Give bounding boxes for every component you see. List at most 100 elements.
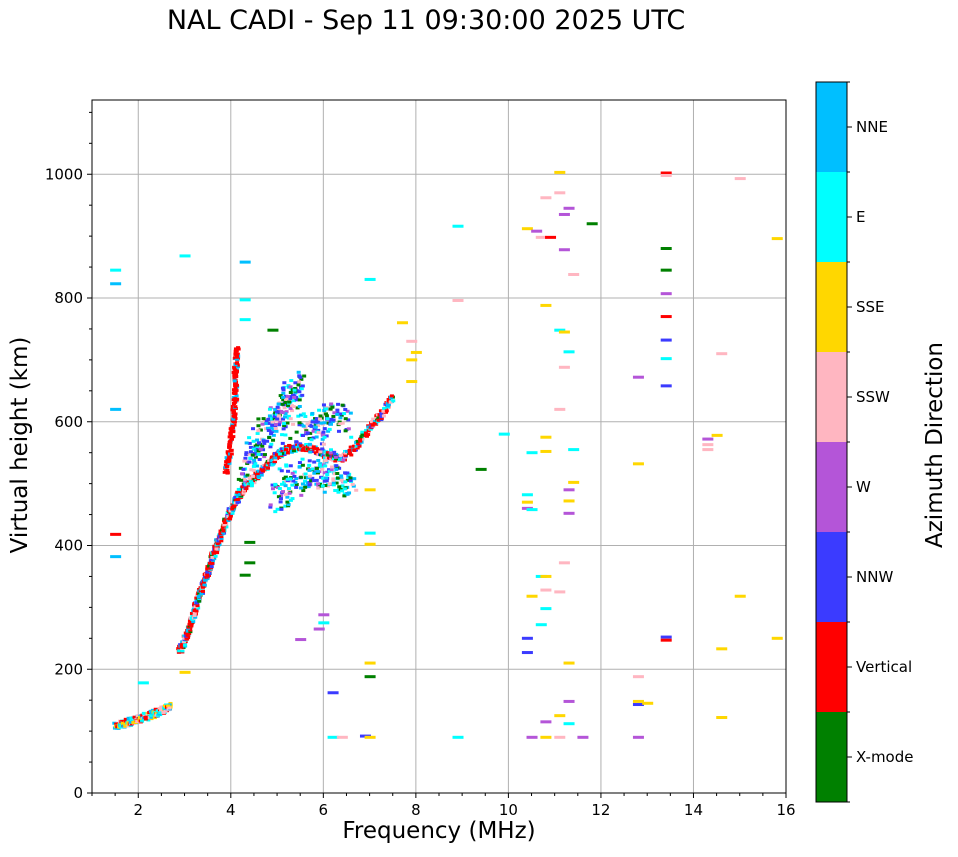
trace-mark [385, 402, 390, 406]
trace-mark [286, 469, 291, 473]
trace-mark [253, 451, 258, 455]
chart-title: NAL CADI - Sep 11 09:30:00 2025 UTC [166, 5, 686, 36]
echo-point [364, 488, 376, 492]
colorbar-tick-label: X-mode [856, 748, 913, 766]
trace-mark [288, 417, 293, 421]
echo-point [526, 508, 538, 512]
trace-mark [263, 468, 268, 472]
trace-mark [282, 406, 287, 410]
trace-mark [214, 547, 219, 551]
trace-mark [277, 417, 282, 421]
trace-mark [181, 640, 186, 644]
trace-mark [256, 424, 261, 428]
trace-mark [349, 435, 354, 439]
echo-point [452, 735, 464, 739]
trace-mark [337, 420, 342, 424]
trace-mark [312, 427, 317, 431]
trace-mark [281, 391, 286, 395]
trace-mark [335, 471, 340, 475]
echo-point [531, 229, 543, 233]
trace-mark [355, 446, 360, 450]
trace-mark [193, 608, 198, 612]
x-tick-label: 10 [499, 801, 518, 819]
trace-mark [148, 714, 153, 718]
trace-mark [282, 422, 287, 426]
trace-mark [381, 409, 386, 413]
trace-mark [292, 395, 297, 399]
trace-mark [232, 410, 237, 414]
trace-mark [197, 599, 202, 603]
trace-mark [291, 449, 296, 453]
trace-mark [273, 482, 278, 486]
grid-lines [92, 100, 786, 793]
trace-mark [322, 427, 327, 431]
scatter-points [110, 170, 783, 739]
trace-mark [283, 394, 288, 398]
trace-mark [287, 400, 292, 404]
trace-mark [327, 482, 332, 486]
trace-mark [272, 412, 277, 416]
trace-mark [233, 383, 238, 387]
trace-mark [331, 457, 336, 461]
trace-mark [265, 465, 270, 469]
trace-mark [219, 535, 224, 539]
trace-mark [337, 458, 342, 462]
echo-point [632, 735, 644, 739]
trace-mark [340, 421, 345, 425]
trace-mark [297, 465, 302, 469]
trace-mark [275, 417, 280, 421]
trace-mark [231, 417, 236, 421]
trace-mark [249, 468, 254, 472]
colorbar-tick-label: Vertical [856, 658, 912, 676]
trace-mark [315, 417, 320, 421]
trace-mark [325, 417, 330, 421]
trace-mark [268, 445, 273, 449]
trace-mark [295, 445, 300, 449]
trace-mark [231, 505, 236, 509]
echo-point [660, 173, 672, 177]
trace-mark [286, 414, 291, 418]
echo-point [568, 448, 580, 452]
colorbar-segment [816, 622, 847, 712]
trace-mark [281, 417, 286, 421]
trace-mark [294, 482, 299, 486]
trace-mark [360, 437, 365, 441]
trace-mark [244, 451, 249, 455]
trace-mark [227, 461, 232, 465]
echo-point [554, 328, 566, 332]
trace-mark [279, 507, 284, 511]
trace-mark [372, 421, 377, 425]
trace-mark [310, 411, 315, 415]
trace-mark [289, 379, 294, 383]
echo-point [540, 196, 552, 200]
trace-mark [299, 377, 304, 381]
trace-mark [343, 429, 348, 433]
trace-mark [233, 350, 238, 354]
trace-mark [307, 480, 312, 484]
trace-mark [324, 434, 329, 438]
trace-mark [186, 631, 191, 635]
trace-mark [258, 452, 263, 456]
trace-mark [282, 415, 287, 419]
colorbar-tick-label: E [856, 208, 865, 226]
y-tick-label: 200 [54, 660, 83, 678]
trace-mark [288, 397, 293, 401]
trace-mark [285, 451, 290, 455]
colorbar-tick-label: W [856, 478, 871, 496]
trace-mark [284, 448, 289, 452]
trace-mark [321, 476, 326, 480]
trace-mark [334, 481, 339, 485]
trace-mark [308, 431, 313, 435]
trace-mark [243, 474, 248, 478]
echo-point [558, 561, 570, 565]
trace-mark [383, 402, 388, 406]
trace-mark [313, 445, 318, 449]
echo-point [660, 357, 672, 361]
echo-point [540, 607, 552, 611]
trace-mark [297, 390, 302, 394]
echo-point [364, 661, 376, 665]
echo-point [563, 661, 575, 665]
echo-point [586, 222, 598, 226]
trace-mark [335, 408, 340, 412]
echo-point [771, 636, 783, 640]
